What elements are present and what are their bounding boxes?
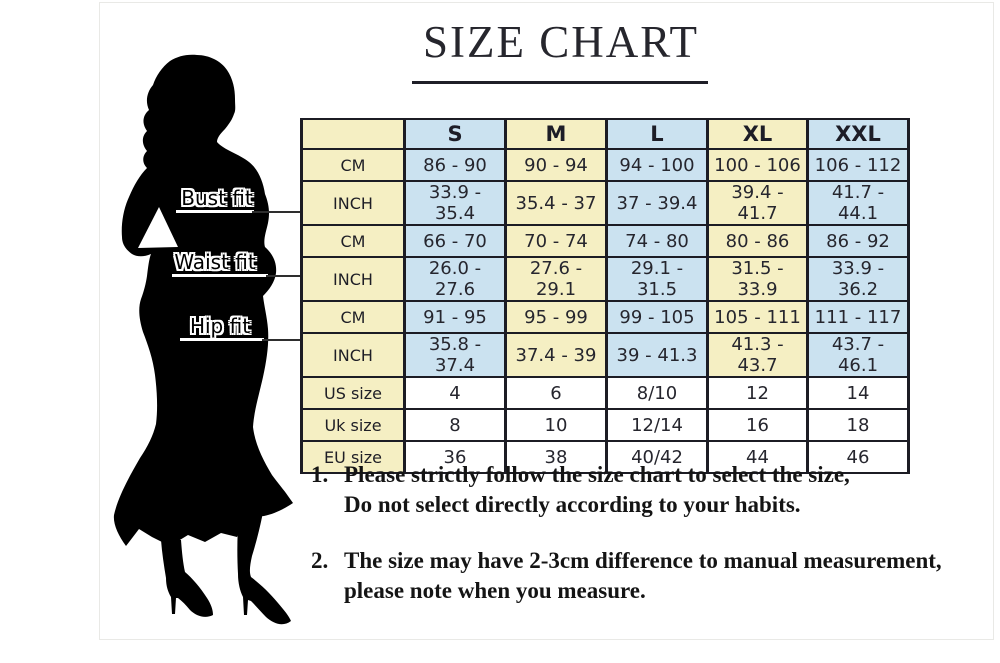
hip-leader-line-dark [262, 339, 302, 341]
size-value-cell: 90 - 94 [504, 148, 608, 182]
uk-size-row: Uk size 8 10 12/14 16 18 [300, 408, 910, 442]
size-value-cell: 70 - 74 [504, 224, 608, 258]
bust-leader-line-white [176, 210, 254, 213]
size-value-cell: 33.9 - 35.4 [403, 180, 507, 226]
size-value-cell: 16 [706, 408, 809, 442]
size-value-cell: 80 - 86 [706, 224, 809, 258]
row-label: US size [300, 376, 406, 410]
size-value-cell: 6 [504, 376, 608, 410]
size-value-cell: 8/10 [605, 376, 709, 410]
size-value-cell: 94 - 100 [605, 148, 709, 182]
silhouette-left-leg-heel [161, 540, 213, 617]
size-value-cell: 10 [504, 408, 608, 442]
note-line: Do not select directly according to your… [344, 492, 801, 517]
size-column-header-xl: XL [706, 118, 809, 150]
note-1: 1. Please strictly follow the size chart… [311, 460, 850, 520]
size-value-cell: 46 [806, 440, 910, 474]
hip-cm-row: CM 91 - 95 95 - 99 99 - 105 105 - 111 11… [300, 300, 910, 334]
size-value-cell: 99 - 105 [605, 300, 709, 334]
size-value-cell: 74 - 80 [605, 224, 709, 258]
size-value-cell: 38 [504, 440, 608, 474]
waist-fit-label: Waist fit [174, 250, 256, 274]
size-value-cell: 105 - 111 [706, 300, 809, 334]
size-value-cell: 41.7 - 44.1 [806, 180, 910, 226]
waist-leader-line-dark [266, 275, 302, 277]
size-value-cell: 12 [706, 376, 809, 410]
size-value-cell: 26.0 - 27.6 [403, 256, 507, 302]
hip-fit-label: Hip fit [189, 314, 251, 338]
size-value-cell: 8 [403, 408, 507, 442]
size-value-cell: 36 [403, 440, 507, 474]
row-label: CM [300, 300, 406, 334]
size-chart-table: S M L XL XXL CM 86 - 90 90 - 94 94 - 100… [300, 118, 910, 474]
bust-fit-label: Bust fit [181, 186, 253, 210]
size-value-cell: 37.4 - 39 [504, 332, 608, 378]
size-value-cell: 66 - 70 [403, 224, 507, 258]
bust-cm-row: CM 86 - 90 90 - 94 94 - 100 100 - 106 10… [300, 148, 910, 182]
size-value-cell: 44 [706, 440, 809, 474]
size-value-cell: 27.6 - 29.1 [504, 256, 608, 302]
silhouette-arm-gap [138, 207, 178, 248]
note-1-text: Please strictly follow the size chart to… [344, 460, 850, 520]
note-2-text: The size may have 2-3cm difference to ma… [344, 546, 942, 606]
size-column-header-m: M [504, 118, 608, 150]
row-label: INCH [300, 332, 406, 378]
size-value-cell: 33.9 - 36.2 [806, 256, 910, 302]
size-value-cell: 29.1 - 31.5 [605, 256, 709, 302]
size-value-cell: 35.8 - 37.4 [403, 332, 507, 378]
size-value-cell: 12/14 [605, 408, 709, 442]
row-label: CM [300, 148, 406, 182]
size-value-cell: 100 - 106 [706, 148, 809, 182]
note-2-number: 2. [311, 548, 329, 573]
hip-inch-row: INCH 35.8 - 37.4 37.4 - 39 39 - 41.3 41.… [300, 332, 910, 378]
size-value-cell: 39.4 - 41.7 [706, 180, 809, 226]
note-line: The size may have 2-3cm difference to ma… [344, 548, 942, 573]
bust-inch-row: INCH 33.9 - 35.4 35.4 - 37 37 - 39.4 39.… [300, 180, 910, 226]
note-1-number: 1. [311, 462, 329, 487]
row-label: INCH [300, 256, 406, 302]
size-value-cell: 39 - 41.3 [605, 332, 709, 378]
size-value-cell: 111 - 117 [806, 300, 910, 334]
table-header-row: S M L XL XXL [300, 118, 910, 150]
size-value-cell: 31.5 - 33.9 [706, 256, 809, 302]
note-2: 2. The size may have 2-3cm difference to… [311, 546, 942, 606]
waist-cm-row: CM 66 - 70 70 - 74 74 - 80 80 - 86 86 - … [300, 224, 910, 258]
size-column-header-s: S [403, 118, 507, 150]
size-chart-title: SIZE CHART [422, 17, 700, 67]
us-size-row: US size 4 6 8/10 12 14 [300, 376, 910, 410]
waist-inch-row: INCH 26.0 - 27.6 27.6 - 29.1 29.1 - 31.5… [300, 256, 910, 302]
row-label: INCH [300, 180, 406, 226]
size-value-cell: 14 [806, 376, 910, 410]
size-value-cell: 35.4 - 37 [504, 180, 608, 226]
size-value-cell: 40/42 [605, 440, 709, 474]
size-value-cell: 86 - 90 [403, 148, 507, 182]
size-column-header-l: L [605, 118, 709, 150]
silhouette-right-leg-heel [237, 512, 291, 625]
size-value-cell: 106 - 112 [806, 148, 910, 182]
size-value-cell: 43.7 - 46.1 [806, 332, 910, 378]
silhouette-body [113, 54, 294, 546]
row-label: CM [300, 224, 406, 258]
title-underline [412, 81, 708, 84]
eu-size-row: EU size 36 38 40/42 44 46 [300, 440, 910, 474]
waist-leader-line-white [172, 274, 268, 277]
note-line: please note when you measure. [344, 578, 646, 603]
size-value-cell: 41.3 - 43.7 [706, 332, 809, 378]
woman-silhouette-image [113, 54, 294, 625]
size-column-header-xxl: XXL [806, 118, 910, 150]
bust-leader-line-dark [252, 211, 302, 213]
size-value-cell: 18 [806, 408, 910, 442]
table-corner-cell [300, 118, 406, 150]
size-value-cell: 95 - 99 [504, 300, 608, 334]
hip-leader-line-white [180, 338, 264, 341]
row-label: Uk size [300, 408, 406, 442]
size-value-cell: 91 - 95 [403, 300, 507, 334]
note-line: Please strictly follow the size chart to… [344, 462, 850, 487]
size-value-cell: 86 - 92 [806, 224, 910, 258]
image-border [99, 2, 994, 640]
row-label: EU size [300, 440, 406, 474]
size-value-cell: 37 - 39.4 [605, 180, 709, 226]
size-value-cell: 4 [403, 376, 507, 410]
